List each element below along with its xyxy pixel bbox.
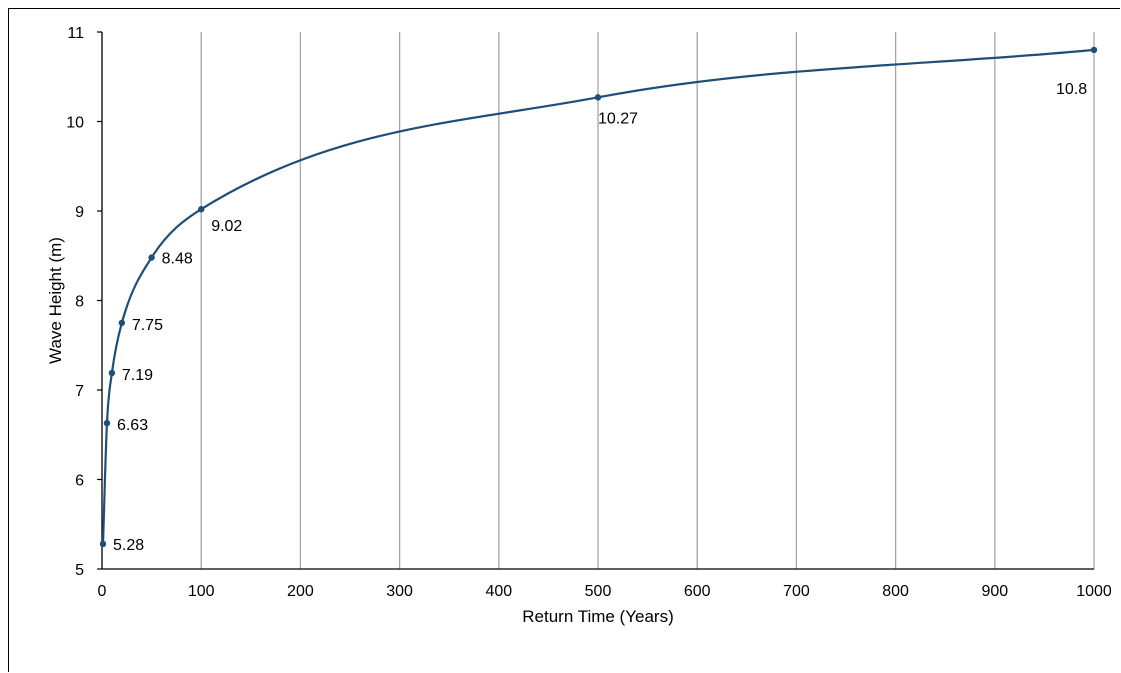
x-tick-label-0: 0 [98, 583, 107, 600]
data-label-10: 7.19 [122, 367, 153, 384]
y-tick-label-9: 9 [75, 204, 84, 221]
data-label-50: 8.48 [162, 251, 193, 268]
data-point-500 [594, 94, 602, 101]
data-point-1000 [1090, 46, 1098, 54]
y-tick-label-7: 7 [75, 383, 84, 400]
data-point-5 [103, 419, 111, 427]
data-label-1: 5.28 [113, 537, 144, 554]
x-tick-label-500: 500 [585, 583, 612, 600]
x-axis-title: Return Time (Years) [522, 607, 673, 626]
x-tick-label-1000: 1000 [1076, 583, 1112, 600]
data-point-1 [99, 540, 107, 548]
y-tick-label-10: 10 [66, 115, 84, 132]
series-group [99, 46, 1098, 548]
data-point-100 [198, 206, 205, 213]
data-label-500: 10.27 [598, 110, 638, 127]
y-tick-label-8: 8 [75, 294, 84, 311]
y-axis-title: Wave Height (m) [46, 237, 65, 364]
data-label-100: 9.02 [211, 218, 242, 235]
series-line-0 [101, 48, 1095, 544]
x-tick-label-900: 900 [981, 583, 1008, 600]
x-tick-label-700: 700 [783, 583, 810, 600]
x-tick-label-800: 800 [882, 583, 909, 600]
data-point-10 [108, 369, 116, 377]
x-tick-label-200: 200 [287, 583, 314, 600]
y-tick-label-5: 5 [75, 562, 84, 579]
x-tick-label-300: 300 [386, 583, 413, 600]
y-tick-label-6: 6 [75, 473, 84, 490]
x-tick-label-400: 400 [485, 583, 512, 600]
data-point-50 [148, 254, 155, 261]
data-label-1000: 10.8 [1056, 81, 1087, 98]
data-labels: 5.28 6.63 7.19 7.75 8.48 9.02 10.27 10.8 [113, 81, 1087, 554]
y-tick-labels: 5 6 7 8 9 10 11 [66, 25, 102, 579]
x-tick-label-600: 600 [684, 583, 711, 600]
data-label-5: 6.63 [117, 417, 148, 434]
x-tick-label-100: 100 [188, 583, 215, 600]
chart-frame [8, 8, 1120, 672]
data-point-20 [118, 319, 126, 327]
grid-lines [200, 32, 1095, 569]
data-label-20: 7.75 [132, 317, 163, 334]
x-tick-labels: 0 100 200 300 400 500 600 700 800 900 1000 [98, 583, 1112, 600]
y-tick-label-11: 11 [67, 25, 84, 42]
